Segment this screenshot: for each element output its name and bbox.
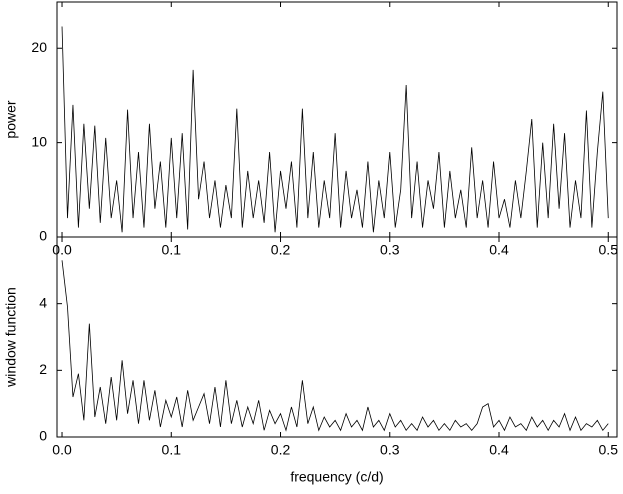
x-tick-label: 0.0: [52, 242, 72, 258]
y-axis-label: power: [3, 100, 19, 138]
y-tick-label: 20: [31, 39, 47, 55]
y-tick-label: 0: [39, 228, 47, 244]
x-tick-label: 0.5: [599, 442, 619, 458]
data-line: [61, 26, 609, 233]
plot-frame: [56, 236, 618, 438]
x-tick-label: 0.4: [489, 442, 509, 458]
data-line: [61, 260, 609, 432]
x-tick-label: 0.0: [52, 442, 72, 458]
x-tick-label: 0.3: [380, 242, 400, 258]
plot-frame: [56, 1, 618, 238]
y-tick-label: 2: [39, 361, 47, 377]
y-tick-label: 10: [31, 133, 47, 149]
y-tick-label: 0: [39, 428, 47, 444]
x-tick-label: 0.5: [599, 242, 619, 258]
y-axis-label: window function: [3, 287, 19, 388]
y-tick-label: 4: [39, 294, 47, 310]
x-tick-label: 0.1: [162, 442, 182, 458]
x-tick-label: 0.2: [271, 242, 291, 258]
x-tick-label: 0.1: [162, 242, 182, 258]
x-tick-label: 0.3: [380, 442, 400, 458]
x-tick-label: 0.4: [489, 242, 509, 258]
x-axis-label: frequency (c/d): [290, 469, 383, 485]
x-tick-label: 0.2: [271, 442, 291, 458]
